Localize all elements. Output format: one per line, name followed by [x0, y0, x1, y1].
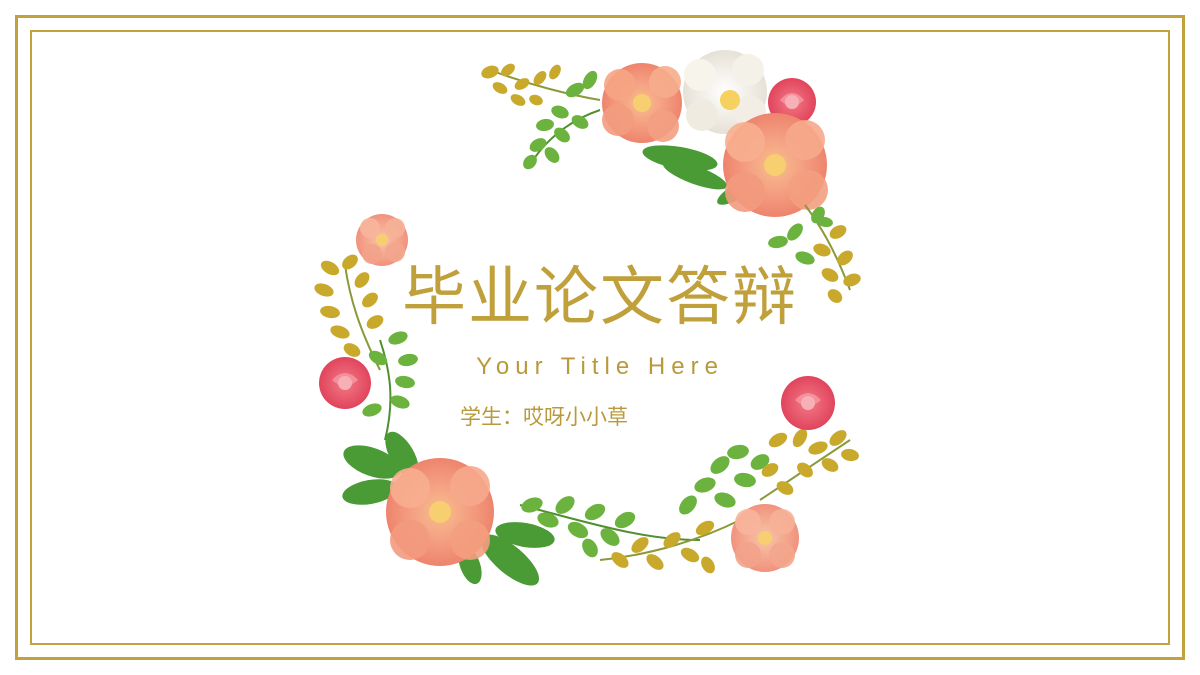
branch-right: [768, 204, 861, 303]
branch-left: [314, 214, 418, 441]
branch-bottom: [519, 444, 770, 574]
outer-border: [15, 15, 1185, 660]
student-name: 学生：哎呀小小草: [460, 405, 628, 429]
flower-cluster-bottom-right: [731, 376, 859, 572]
branch-top-left: [481, 63, 601, 170]
slide-title: 毕业论文答辩: [402, 261, 798, 335]
flower-cluster-bottom-left: [342, 431, 555, 586]
inner-border: [30, 30, 1170, 645]
flower-cluster-top: [602, 50, 828, 217]
slide-subtitle: Your Title Here: [476, 353, 724, 380]
